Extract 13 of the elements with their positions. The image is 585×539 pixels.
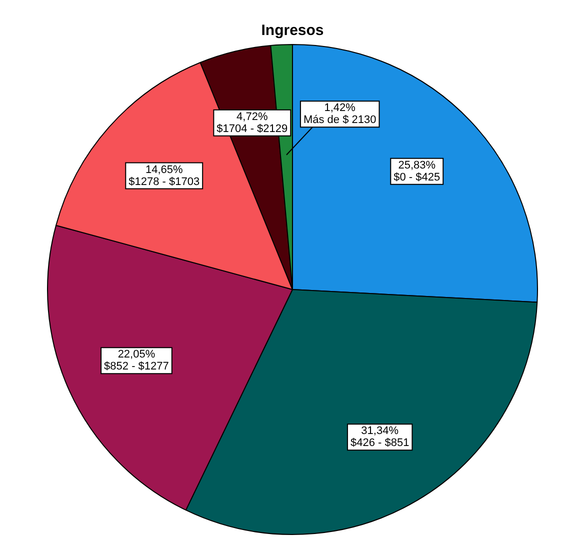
- data-label: 22,05%: [118, 348, 156, 361]
- slice-label: Más de $ 2130: [303, 114, 376, 126]
- slice-label: $1278 - $1703: [128, 176, 200, 188]
- slice-label: $426 - $851: [350, 437, 410, 450]
- slice-label: $1704 - $2129: [216, 122, 288, 135]
- data-label: 31,34%: [361, 425, 399, 438]
- data-label: 4,72%: [236, 110, 268, 123]
- data-label: 1,42%: [324, 102, 356, 114]
- chart-title: Ingresos: [261, 22, 324, 40]
- slice-label: $0 - $425: [394, 171, 440, 184]
- data-label: 25,83%: [398, 159, 436, 172]
- data-label: 14,65%: [145, 164, 183, 176]
- slice-label: $852 - $1277: [104, 360, 169, 373]
